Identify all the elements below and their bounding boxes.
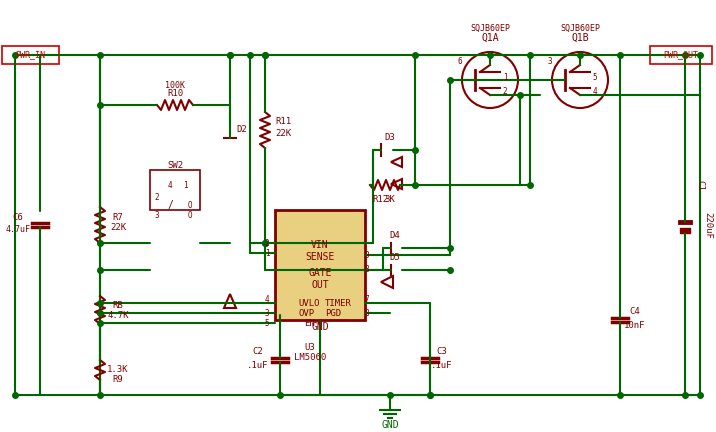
Text: 1.3K: 1.3K <box>107 365 129 375</box>
Text: 10nF: 10nF <box>624 321 646 330</box>
Text: TIMER: TIMER <box>325 299 352 308</box>
Text: 1: 1 <box>503 73 508 83</box>
Text: SENSE: SENSE <box>305 252 334 262</box>
Text: U3: U3 <box>304 343 315 353</box>
Text: 1: 1 <box>265 248 269 257</box>
Text: PWR_OUT: PWR_OUT <box>664 51 699 60</box>
Text: R11: R11 <box>275 118 291 127</box>
Text: R9: R9 <box>112 375 123 384</box>
Text: 7: 7 <box>364 295 369 305</box>
Text: 4: 4 <box>265 295 269 305</box>
Text: 6: 6 <box>458 57 463 67</box>
Text: VIN: VIN <box>311 240 329 250</box>
Text: PWR_IN: PWR_IN <box>15 51 45 60</box>
Text: GND: GND <box>381 420 399 430</box>
Bar <box>275 210 365 320</box>
Text: D4: D4 <box>390 232 400 241</box>
Text: R12: R12 <box>372 194 388 203</box>
Text: .1uF: .1uF <box>431 360 453 369</box>
Text: R7: R7 <box>112 213 123 222</box>
Text: RB: RB <box>112 301 123 309</box>
Text: 5: 5 <box>265 318 269 327</box>
Text: 22K: 22K <box>275 128 291 137</box>
Text: UVLO: UVLO <box>299 299 320 308</box>
Text: GND: GND <box>311 322 329 332</box>
Text: SW2: SW2 <box>167 161 183 169</box>
Text: 4: 4 <box>168 181 173 190</box>
Text: SQJB60EP: SQJB60EP <box>470 23 510 32</box>
Text: 4.7K: 4.7K <box>107 311 129 321</box>
Text: 3K: 3K <box>384 194 395 203</box>
Text: O: O <box>188 210 193 219</box>
Text: 8: 8 <box>364 308 369 318</box>
Text: 3: 3 <box>548 57 552 67</box>
Text: 2: 2 <box>265 238 269 248</box>
FancyBboxPatch shape <box>2 46 59 64</box>
Text: GATE: GATE <box>309 268 332 278</box>
Text: Q1A: Q1A <box>481 33 499 43</box>
Text: 3: 3 <box>265 308 269 318</box>
Text: 22K: 22K <box>110 223 126 232</box>
Text: C1: C1 <box>695 180 704 191</box>
Text: 4.7uF: 4.7uF <box>6 226 31 235</box>
Text: 8: 8 <box>364 266 369 274</box>
Text: C2: C2 <box>253 347 263 356</box>
Text: 4: 4 <box>593 88 597 96</box>
Text: EN: EN <box>304 318 315 327</box>
Text: 9: 9 <box>364 251 369 260</box>
Text: OVP: OVP <box>299 308 315 318</box>
Text: 6: 6 <box>318 320 322 328</box>
Text: C3: C3 <box>437 347 448 356</box>
Text: 5: 5 <box>593 73 597 83</box>
Text: OUT: OUT <box>311 280 329 290</box>
Text: LM5060: LM5060 <box>294 353 326 362</box>
Text: D5: D5 <box>390 254 400 263</box>
Text: 2: 2 <box>155 194 160 203</box>
FancyBboxPatch shape <box>650 46 712 64</box>
Text: 100K: 100K <box>165 80 185 89</box>
Text: C6: C6 <box>13 213 24 222</box>
Text: D3: D3 <box>384 133 395 143</box>
Text: /: / <box>167 200 173 210</box>
Text: C4: C4 <box>629 308 640 317</box>
Text: PGD: PGD <box>325 308 341 318</box>
Text: 1: 1 <box>183 181 188 190</box>
Text: 2: 2 <box>503 88 508 96</box>
Text: SQJB60EP: SQJB60EP <box>560 23 600 32</box>
Text: D2: D2 <box>236 126 247 134</box>
Bar <box>150 170 200 210</box>
Text: 220uF: 220uF <box>703 212 712 238</box>
Text: O: O <box>188 200 193 210</box>
Text: _____: _____ <box>325 314 347 320</box>
Text: 3: 3 <box>155 210 160 219</box>
Text: .1uF: .1uF <box>247 360 268 369</box>
Text: Q1B: Q1B <box>571 33 589 43</box>
Text: R10: R10 <box>167 89 183 98</box>
